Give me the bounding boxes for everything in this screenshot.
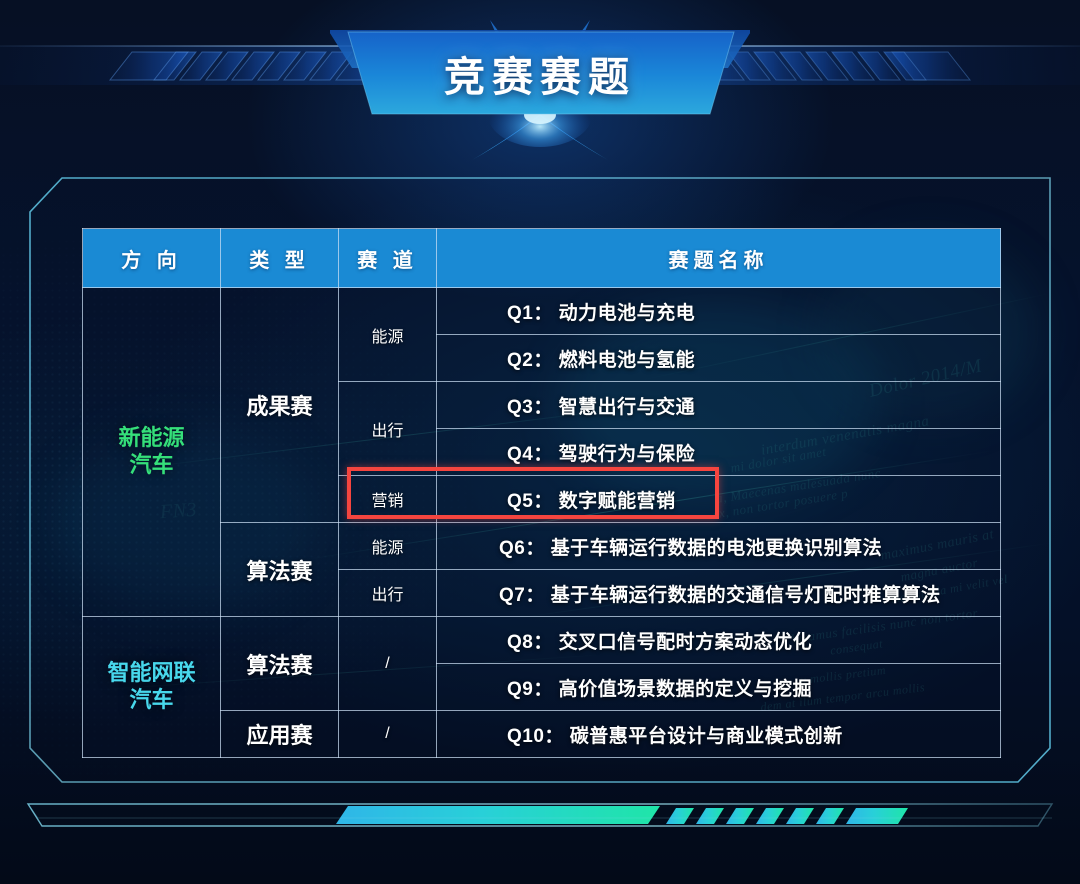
topic-name-q5: Q5： 数字赋能营销	[436, 475, 1001, 523]
topic-name-q4: Q4： 驾驶行为与保险	[436, 428, 1001, 476]
page-title: 竞赛赛题	[444, 54, 636, 100]
topic-name-q9: Q9： 高价值场景数据的定义与挖掘	[436, 663, 1001, 711]
type-cell-algorithm-ic: 算法赛	[220, 616, 339, 711]
competition-topics-table: 方 向 类 型 赛 道 赛题名称 新能源 汽车 成果赛 能源 Q1： 动力电池与…	[82, 228, 1001, 758]
table-row: Q2： 燃料电池与氢能	[83, 334, 1001, 382]
track-cell-energy-2: 能源	[338, 522, 437, 570]
track-cell-energy: 能源	[338, 287, 437, 382]
table-row: 出行 Q3： 智慧出行与交通	[83, 381, 1001, 476]
column-header-direction: 方 向	[82, 228, 221, 288]
type-cell-algorithm-ne: 算法赛	[220, 522, 339, 617]
table-row: 算法赛 能源 Q6： 基于车辆运行数据的电池更换识别算法	[83, 522, 1001, 617]
direction-cell-new-energy: 新能源 汽车	[82, 287, 221, 617]
direction-label-line1: 智能网联	[107, 660, 196, 686]
topic-name-q8: Q8： 交叉口信号配时方案动态优化	[436, 616, 1001, 664]
topic-name-q2: Q2： 燃料电池与氢能	[436, 334, 1001, 382]
direction-label-line2: 汽车	[129, 687, 174, 712]
table-row: 智能网联 汽车 算法赛 / Q8： 交叉口信号配时方案动态优化	[82, 616, 1001, 758]
track-cell-marketing: 营销	[338, 475, 437, 523]
table-row: 出行 Q7： 基于车辆运行数据的交通信号灯配时推算算法	[83, 569, 1001, 617]
title-banner: 竞赛赛题	[328, 28, 752, 118]
direction-label-line1: 新能源	[118, 425, 185, 451]
topic-name-q3: Q3： 智慧出行与交通	[436, 381, 1001, 429]
topic-name-q6: Q6： 基于车辆运行数据的电池更换识别算法	[436, 522, 1001, 570]
track-cell-none-1: /	[338, 616, 437, 711]
table-row: 应用赛 / Q10： 碳普惠平台设计与商业模式创新	[83, 710, 1001, 758]
direction-cell-intelligent-connected: 智能网联 汽车	[82, 616, 221, 758]
track-cell-none-2: /	[338, 710, 437, 758]
table-row: 新能源 汽车 成果赛 能源 Q1： 动力电池与充电	[82, 287, 1001, 617]
topic-name-q10: Q10： 碳普惠平台设计与商业模式创新	[436, 710, 1001, 758]
type-cell-application: 应用赛	[220, 710, 339, 758]
table-row: Q9： 高价值场景数据的定义与挖掘	[83, 663, 1001, 711]
track-cell-mobility-2: 出行	[338, 569, 437, 617]
table-header-row: 方 向 类 型 赛 道 赛题名称	[82, 228, 1001, 288]
topic-name-q7: Q7： 基于车辆运行数据的交通信号灯配时推算算法	[436, 569, 1001, 617]
type-cell-achievement: 成果赛	[220, 287, 339, 523]
direction-label-line2: 汽车	[129, 452, 174, 477]
column-header-topic-name: 赛题名称	[436, 228, 1001, 288]
topic-name-q1: Q1： 动力电池与充电	[436, 287, 1001, 335]
track-cell-mobility: 出行	[338, 381, 437, 476]
bottom-decoration-bar	[0, 784, 1080, 856]
column-header-track: 赛 道	[338, 228, 437, 288]
column-header-type: 类 型	[220, 228, 339, 288]
